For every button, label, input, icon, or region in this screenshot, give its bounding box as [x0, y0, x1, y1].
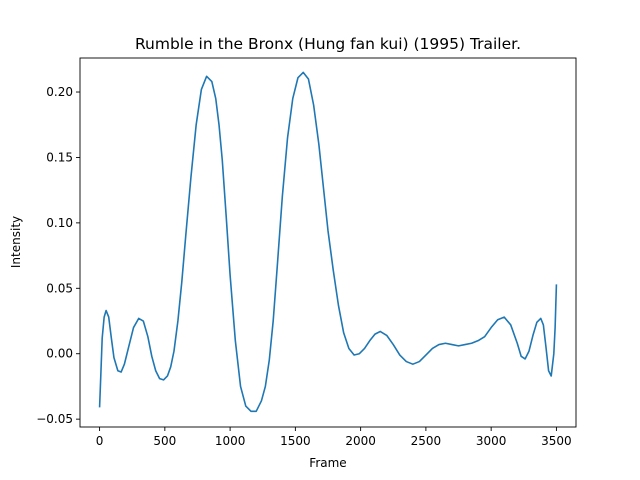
x-tick-label: 3000: [476, 434, 507, 448]
x-tick-label: 0: [96, 434, 104, 448]
plot-frame: [79, 57, 577, 428]
x-tick-label: 2000: [345, 434, 376, 448]
y-tick-label: 0.15: [46, 150, 73, 164]
y-tick-label: 0.10: [46, 216, 73, 230]
y-tick-label: 0.20: [46, 85, 73, 99]
series-line: [98, 71, 558, 413]
x-tick-label: 3500: [541, 434, 572, 448]
y-tick-label: −0.05: [36, 412, 73, 426]
y-axis-label: Intensity: [9, 216, 23, 268]
y-tick-label: 0.00: [46, 347, 73, 361]
chart-title: Rumble in the Bronx (Hung fan kui) (1995…: [135, 35, 521, 53]
x-tick-label: 2500: [411, 434, 442, 448]
y-axis-ticks: −0.05 0.00 0.05 0.10 0.15 0.20: [36, 85, 80, 426]
x-axis-ticks: 0 500 1000 1500 2000 2500 3000 3500: [96, 427, 572, 448]
x-axis-label: Frame: [309, 456, 346, 470]
x-tick-label: 1500: [280, 434, 311, 448]
x-tick-label: 1000: [215, 434, 246, 448]
x-tick-label: 500: [153, 434, 176, 448]
y-tick-label: 0.05: [46, 281, 73, 295]
plot-area: 0 500 1000 1500 2000 2500 3000 3500 −0.05 0.00 0.…: [36, 57, 577, 448]
